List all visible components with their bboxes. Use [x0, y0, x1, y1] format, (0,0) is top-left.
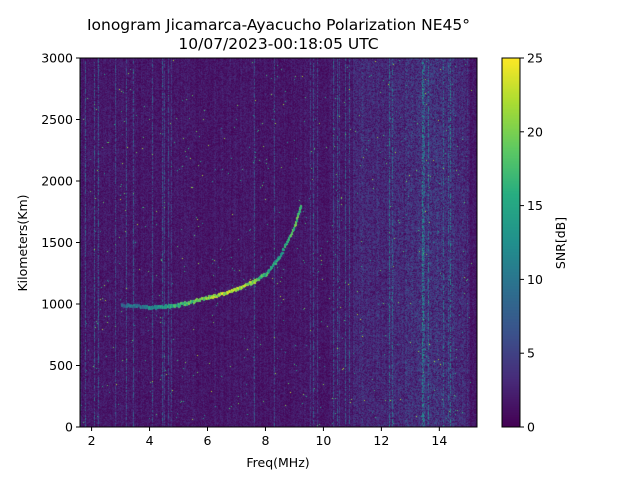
- colorbar-tick-label: 25: [527, 51, 543, 66]
- chart-title-line-1: Ionogram Jicamarca-Ayacucho Polarization…: [86, 16, 471, 34]
- x-tick-label: 2: [88, 433, 96, 448]
- x-tick-label: 8: [261, 433, 269, 448]
- colorbar-label: SNR[dB]: [553, 217, 568, 269]
- y-tick-label: 2500: [41, 112, 73, 127]
- y-tick-label: 2000: [41, 174, 73, 189]
- colorbar-frame: [501, 57, 521, 428]
- x-tick-label: 4: [146, 433, 154, 448]
- colorbar-tick-label: 0: [527, 420, 535, 435]
- y-tick-label: 500: [49, 358, 73, 373]
- y-tick-label: 3000: [41, 51, 73, 66]
- y-axis-ticks: 0 500 1000 1500 2000 2500 3000: [41, 51, 80, 435]
- y-axis-label: Kilometers(Km): [15, 194, 30, 291]
- x-tick-label: 14: [431, 433, 447, 448]
- colorbar-tick-label: 10: [527, 272, 543, 287]
- x-tick-label: 12: [373, 433, 389, 448]
- chart-title-line-2: 10/07/2023-00:18:05 UTC: [178, 35, 379, 53]
- heatmap-plot-area: [80, 58, 477, 427]
- y-tick-label: 0: [65, 420, 73, 435]
- colorbar-tick-label: 15: [527, 198, 543, 213]
- x-tick-label: 6: [204, 433, 212, 448]
- x-tick-label: 10: [315, 433, 331, 448]
- x-axis-ticks: 2 4 6 8 10 12 14: [88, 427, 447, 448]
- y-tick-label: 1500: [41, 235, 73, 250]
- plot-frame: [79, 57, 478, 428]
- x-axis-label: Freq(MHz): [246, 455, 309, 470]
- colorbar: [502, 58, 520, 427]
- colorbar-tick-label: 5: [527, 346, 535, 361]
- colorbar-tick-label: 20: [527, 124, 543, 139]
- colorbar-ticks: 0 5 10 15 20 25: [520, 51, 543, 435]
- y-tick-label: 1000: [41, 297, 73, 312]
